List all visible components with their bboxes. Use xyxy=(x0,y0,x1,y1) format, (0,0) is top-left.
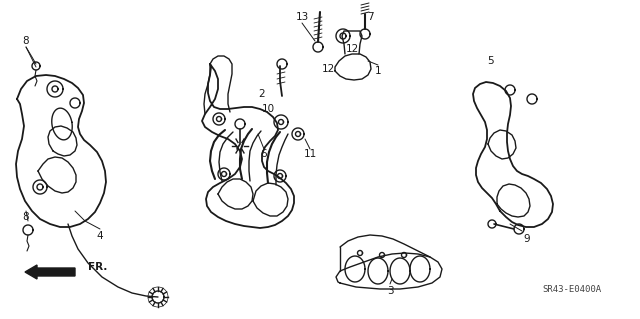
Text: 6: 6 xyxy=(260,149,268,159)
Text: 8: 8 xyxy=(22,36,29,46)
Text: 1: 1 xyxy=(374,66,381,76)
Text: 5: 5 xyxy=(486,56,493,66)
Text: 2: 2 xyxy=(259,89,266,99)
Text: SR43-E0400A: SR43-E0400A xyxy=(543,285,602,293)
Text: 13: 13 xyxy=(296,12,308,22)
Text: 3: 3 xyxy=(387,286,394,296)
FancyArrow shape xyxy=(25,265,75,279)
Text: 10: 10 xyxy=(261,104,275,114)
Text: 8: 8 xyxy=(22,212,29,222)
Text: 9: 9 xyxy=(524,234,531,244)
Text: FR.: FR. xyxy=(88,262,108,272)
Text: 4: 4 xyxy=(97,231,103,241)
Text: 12: 12 xyxy=(321,64,335,74)
Text: 11: 11 xyxy=(303,149,317,159)
Text: 12: 12 xyxy=(346,44,358,54)
Text: 7: 7 xyxy=(367,12,373,22)
